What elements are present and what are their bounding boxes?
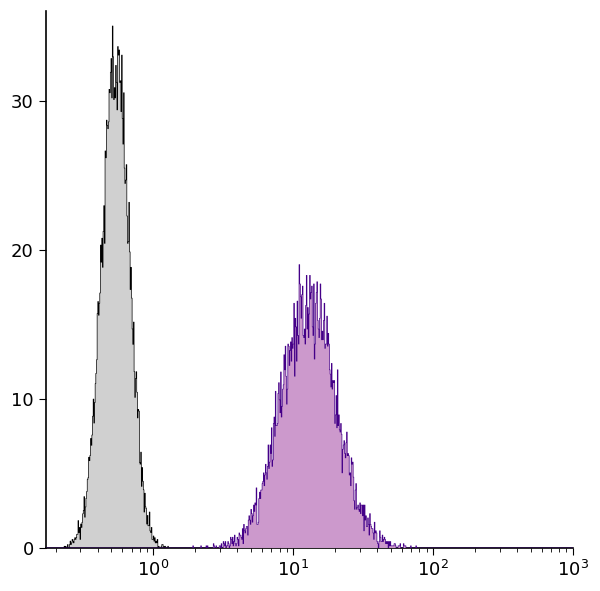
- Polygon shape: [46, 26, 573, 548]
- Polygon shape: [46, 265, 573, 548]
